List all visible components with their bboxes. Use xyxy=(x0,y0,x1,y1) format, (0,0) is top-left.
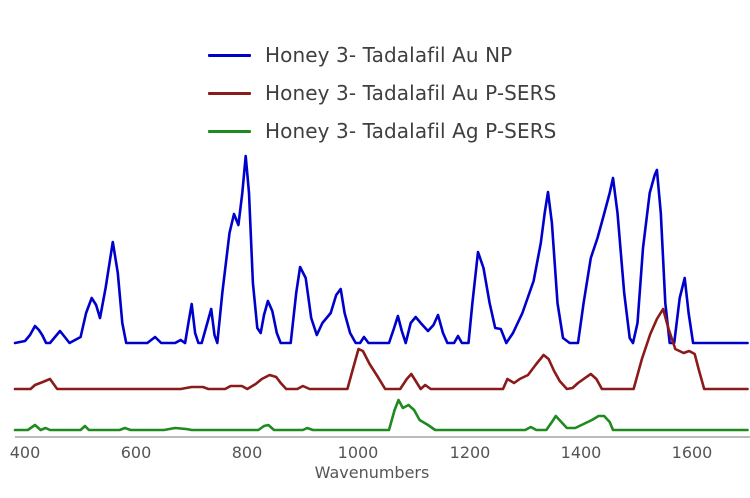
x-tick-1600: 1600 xyxy=(671,443,713,462)
x-axis-title: Wavenumbers xyxy=(314,463,430,482)
legend: Honey 3- Tadalafil Au NP Honey 3- Tadala… xyxy=(208,36,556,150)
x-tick-1400: 1400 xyxy=(560,443,602,462)
series-line-1 xyxy=(13,154,749,345)
series-layer xyxy=(13,154,749,432)
legend-swatch-green xyxy=(208,129,251,133)
x-tick-1200: 1200 xyxy=(449,443,491,462)
x-tick-800: 800 xyxy=(231,443,263,462)
legend-swatch-red xyxy=(208,91,251,95)
series-line-3 xyxy=(13,398,749,432)
legend-item-ag-psers: Honey 3- Tadalafil Ag P-SERS xyxy=(208,112,556,150)
legend-label: Honey 3- Tadalafil Au NP xyxy=(265,43,513,67)
legend-item-au-np: Honey 3- Tadalafil Au NP xyxy=(208,36,556,74)
x-tick-1000: 1000 xyxy=(337,443,379,462)
x-tick-400: 400 xyxy=(9,443,41,462)
x-tick-600: 600 xyxy=(120,443,152,462)
legend-swatch-blue xyxy=(208,53,251,57)
legend-label: Honey 3- Tadalafil Ag P-SERS xyxy=(265,119,557,143)
legend-label: Honey 3- Tadalafil Au P-SERS xyxy=(265,81,557,105)
series-line-2 xyxy=(13,307,749,391)
legend-item-au-psers: Honey 3- Tadalafil Au P-SERS xyxy=(208,74,556,112)
